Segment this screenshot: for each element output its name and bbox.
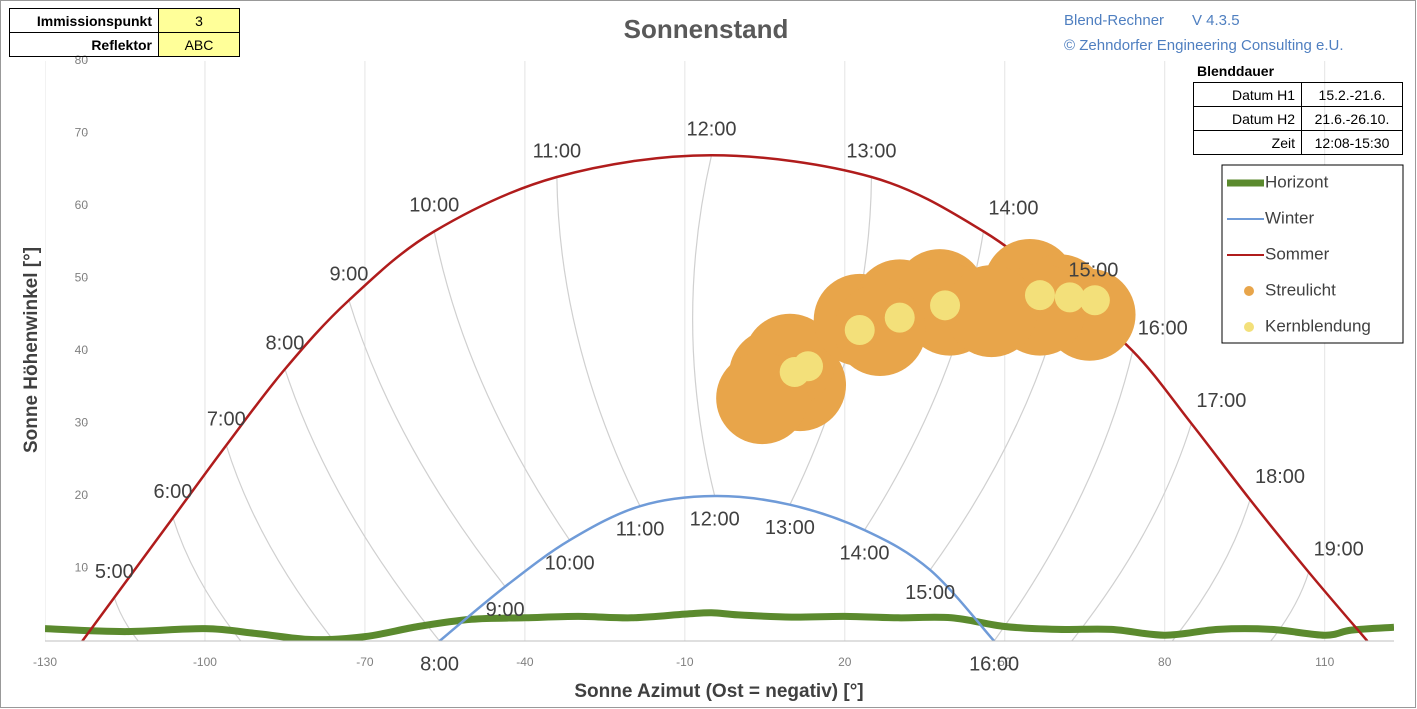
copyright: © Zehndorfer Engineering Consulting e.U. xyxy=(1064,37,1344,54)
header-table: Immissionspunkt 3 Reflektor ABC xyxy=(9,8,240,57)
cell: Datum H2 xyxy=(1193,106,1302,131)
blenddauer-table: Datum H1 15.2.-21.6. Datum H2 21.6.-26.10.… xyxy=(1193,82,1403,155)
hour-label: 15:00 xyxy=(905,582,955,604)
scatter-point xyxy=(793,351,824,382)
blenddauer-title: Blenddauer xyxy=(1197,63,1275,79)
cell: 12:08-15:30 xyxy=(1301,130,1403,155)
hour-label: 15:00 xyxy=(1068,259,1118,281)
y-tick-label: 70 xyxy=(75,126,89,140)
hour-label: 19:00 xyxy=(1314,538,1364,560)
hour-line xyxy=(433,231,571,541)
series-line xyxy=(81,153,1369,641)
legend-label: Winter xyxy=(1265,208,1314,227)
x-tick-label: -100 xyxy=(193,655,217,669)
version-name: Blend-Rechner xyxy=(1064,12,1165,29)
hour-line xyxy=(556,176,641,507)
hour-line xyxy=(284,368,441,641)
x-tick-label: -10 xyxy=(676,655,694,669)
legend-label: Streulicht xyxy=(1265,280,1336,299)
plot-area xyxy=(45,61,1394,641)
hour-line xyxy=(1171,499,1251,641)
series-line xyxy=(438,494,996,641)
version-number: V 4.3.5 xyxy=(1192,12,1240,29)
hour-line xyxy=(1270,571,1310,641)
hour-line xyxy=(348,300,506,587)
hour-label: 8:00 xyxy=(420,653,459,675)
hour-line xyxy=(993,350,1134,641)
hour-label: 6:00 xyxy=(153,481,192,503)
legend-label: Horizont xyxy=(1265,172,1329,191)
x-tick-label: -70 xyxy=(356,655,374,669)
x-tick-label: 20 xyxy=(838,655,852,669)
x-tick-label: -40 xyxy=(516,655,534,669)
x-tick-label: -130 xyxy=(33,655,57,669)
legend-label: Kernblendung xyxy=(1265,316,1371,335)
scatter-point xyxy=(844,314,875,345)
legend-marker xyxy=(1244,286,1254,296)
cell: ABC xyxy=(158,32,240,57)
hour-label: 13:00 xyxy=(846,140,896,162)
hour-label: 10:00 xyxy=(409,195,459,217)
hour-line xyxy=(225,445,335,641)
y-tick-label: 10 xyxy=(75,561,89,575)
hour-line xyxy=(172,517,242,641)
hour-label: 11:00 xyxy=(616,518,665,540)
cell: 15.2.-21.6. xyxy=(1301,82,1403,107)
hour-label: 10:00 xyxy=(545,553,595,575)
hour-line xyxy=(113,597,139,641)
scatter-point xyxy=(930,290,961,321)
series-line xyxy=(45,609,1394,641)
y-tick-label: 40 xyxy=(75,343,89,357)
hour-label: 14:00 xyxy=(839,542,889,564)
chart-title: Sonnenstand xyxy=(624,14,789,44)
legend-label: Sommer xyxy=(1265,244,1330,263)
hour-label: 12:00 xyxy=(686,119,736,141)
hour-line xyxy=(1071,423,1192,641)
cell: Immissionspunkt xyxy=(9,8,159,33)
scatter-point xyxy=(945,265,1038,358)
hour-label: 7:00 xyxy=(207,409,246,431)
scatter-point xyxy=(884,302,915,333)
cell: Datum H1 xyxy=(1193,82,1302,107)
y-tick-label: 30 xyxy=(75,416,89,430)
hour-label: 8:00 xyxy=(265,332,304,354)
cell: Zeit xyxy=(1193,130,1302,155)
cell: 21.6.-26.10. xyxy=(1301,106,1403,131)
cell: Reflektor xyxy=(9,32,159,57)
hour-label: 13:00 xyxy=(765,517,815,539)
hour-label: 12:00 xyxy=(690,508,740,530)
y-axis-label: Sonne Höhenwinkel [°] xyxy=(21,247,42,453)
hour-label: 9:00 xyxy=(329,264,368,286)
scatter-point xyxy=(1024,280,1055,311)
cell: 3 xyxy=(158,8,240,33)
x-tick-label: 50 xyxy=(998,655,1012,669)
x-tick-label: 80 xyxy=(1158,655,1172,669)
hour-label: 11:00 xyxy=(533,140,582,162)
legend-marker xyxy=(1244,322,1254,332)
y-tick-label: 60 xyxy=(75,198,89,212)
x-axis-label: Sonne Azimut (Ost = negativ) [°] xyxy=(574,681,863,702)
hour-label: 16:00 xyxy=(1138,317,1188,339)
hour-label: 5:00 xyxy=(95,561,134,583)
scatter-point xyxy=(1079,285,1110,316)
scatter-point xyxy=(1054,282,1085,313)
y-tick-label: 20 xyxy=(75,488,89,502)
hour-label: 16:00 xyxy=(969,653,1019,675)
hour-label: 17:00 xyxy=(1196,390,1246,412)
x-tick-label: 110 xyxy=(1315,655,1334,669)
hour-line xyxy=(692,155,716,497)
y-tick-label: 50 xyxy=(75,271,89,285)
hour-label: 18:00 xyxy=(1255,466,1305,488)
hour-label: 14:00 xyxy=(988,198,1038,220)
y-tick-label: 80 xyxy=(75,53,89,67)
legend: Horizont Winter Sommer Streulicht Kernblendu… xyxy=(1221,164,1404,344)
axes: -130 -100 -70 -40 -10 20 50 80 110 10 20 30 40 50 60 70… xyxy=(33,53,1394,675)
hour-label: 9:00 xyxy=(486,599,525,621)
